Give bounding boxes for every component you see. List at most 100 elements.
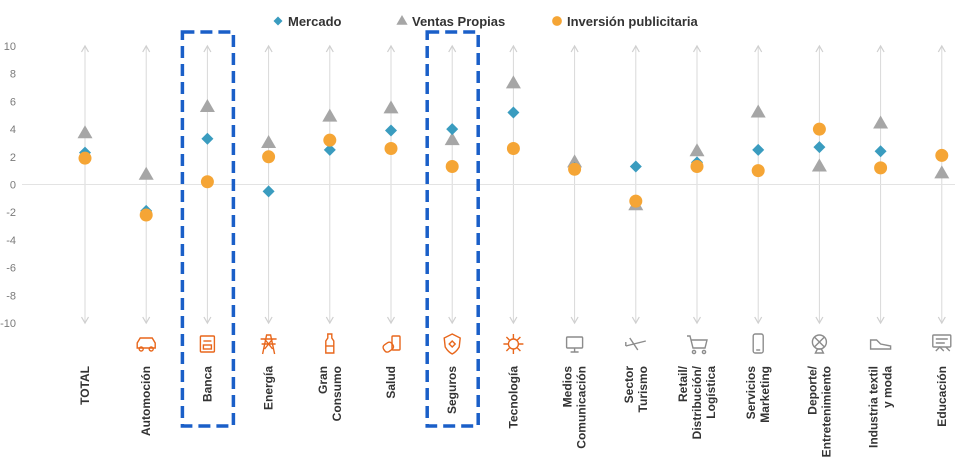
legend-label-inversion-publicitaria: Inversión publicitaria <box>567 14 699 29</box>
category-label-seguros: Seguros <box>445 366 459 414</box>
guide-arrow-down <box>264 316 273 325</box>
category-label-consumo: Consumo <box>330 366 344 421</box>
category-label-sector: Sector <box>622 366 636 404</box>
category-label-industria-textil: Industria textil <box>867 366 881 448</box>
guide-arrow-up <box>264 44 273 53</box>
point-inversion-publicitaria <box>139 208 153 222</box>
y-tick-label: -8 <box>6 290 16 302</box>
point-ventas-propias <box>934 165 950 179</box>
guide-arrow-up <box>815 44 824 53</box>
shield-shape <box>443 333 461 355</box>
category-label-retail: Retail/ <box>676 365 690 402</box>
shield-mark <box>448 340 457 348</box>
data-marks <box>77 75 950 222</box>
point-inversion-publicitaria <box>690 159 704 173</box>
media-icon <box>565 336 584 353</box>
y-axis: 10 8 6 4 2 0 -2 -4 -6 -8 -10 <box>0 41 16 330</box>
point-mercado <box>507 106 520 119</box>
cart-icon <box>687 335 708 355</box>
point-inversion-publicitaria <box>935 148 949 162</box>
category-label-servicios: Servicios <box>744 366 758 420</box>
guide-arrow-up <box>754 44 763 53</box>
legend-label-ventas-propias: Ventas Propias <box>412 14 505 29</box>
shoe-shape <box>869 339 892 350</box>
point-inversion-publicitaria <box>506 141 520 155</box>
point-ventas-propias <box>505 75 521 89</box>
point-ventas-propias <box>444 132 460 146</box>
card-chip <box>202 344 213 350</box>
category-label-tecnologia: Tecnología <box>506 366 520 429</box>
guide-arrow-up <box>448 44 457 53</box>
phone-body <box>752 333 764 354</box>
point-mercado <box>813 141 826 154</box>
guide-arrow-down <box>80 316 90 325</box>
point-inversion-publicitaria <box>629 194 643 208</box>
point-mercado <box>629 160 642 173</box>
airplane-icon <box>625 337 646 351</box>
point-ventas-propias <box>873 115 889 129</box>
media-screen <box>565 336 584 349</box>
car-wheel <box>138 346 144 352</box>
shoe-icon <box>869 339 892 350</box>
category-label-marketing: Marketing <box>758 366 772 423</box>
y-tick-label: 2 <box>10 152 16 164</box>
point-mercado <box>752 143 765 156</box>
point-inversion-publicitaria <box>812 122 826 136</box>
guide-arrow-up <box>203 44 212 53</box>
category-label-logistica: Logística <box>704 366 718 419</box>
point-ventas-propias <box>750 104 766 118</box>
education-icon <box>932 334 952 352</box>
point-inversion-publicitaria <box>78 151 92 165</box>
point-ventas-propias <box>322 108 338 122</box>
ball-lines <box>813 336 825 354</box>
category-label-entretenimiento: Entretenimiento <box>819 366 833 457</box>
bottle-shape <box>325 333 335 354</box>
category-label-educacion: Educación <box>935 366 949 427</box>
guide-arrow-down <box>754 316 763 325</box>
guide-arrow-down <box>448 316 457 325</box>
point-mercado <box>262 185 275 198</box>
cart-wheel <box>691 349 697 355</box>
chip-core <box>507 338 520 350</box>
point-inversion-publicitaria <box>384 141 398 155</box>
guide-arrow-down <box>325 316 334 325</box>
point-inversion-publicitaria <box>751 164 765 178</box>
guide-arrow-up <box>325 44 334 53</box>
legend-marker-inversion-publicitaria <box>552 16 562 26</box>
guide-arrow-down <box>876 316 885 325</box>
board-lines <box>935 338 951 352</box>
point-ventas-propias <box>689 143 705 157</box>
guide-arrow-down <box>142 316 151 325</box>
car-icon <box>136 337 156 352</box>
point-mercado <box>323 143 336 156</box>
chip-legs <box>503 334 524 354</box>
point-inversion-publicitaria <box>262 150 276 164</box>
point-mercado <box>446 123 459 136</box>
point-ventas-propias <box>383 100 399 114</box>
point-ventas-propias <box>77 125 93 139</box>
y-tick-label: 4 <box>10 124 16 136</box>
point-inversion-publicitaria <box>200 175 214 189</box>
board <box>932 334 952 348</box>
point-mercado <box>874 145 887 158</box>
highlight-box-banca <box>180 30 236 428</box>
guide-arrow-down <box>386 316 396 325</box>
point-ventas-propias <box>138 166 154 180</box>
y-tick-label: 8 <box>10 69 16 81</box>
y-tick-label: -6 <box>6 263 16 275</box>
point-inversion-publicitaria <box>874 161 888 175</box>
bank-card-icon <box>199 335 216 353</box>
guide-arrow-down <box>570 316 579 325</box>
x-axis-labels: TOTAL Automoción Banca Energía Gran Consumo Sa… <box>78 365 949 457</box>
media-stand <box>570 348 579 353</box>
chip-icon <box>503 334 524 354</box>
sport-icon <box>811 334 828 354</box>
y-tick-label: -10 <box>0 318 16 330</box>
guide-arrow-down <box>631 316 640 325</box>
point-ventas-propias <box>811 158 827 172</box>
category-label-automocion: Automoción <box>139 366 153 436</box>
point-inversion-publicitaria <box>323 133 337 147</box>
bottle-icon <box>325 333 335 354</box>
guide-arrow-down <box>203 316 212 325</box>
guide-arrow-up <box>80 44 90 53</box>
